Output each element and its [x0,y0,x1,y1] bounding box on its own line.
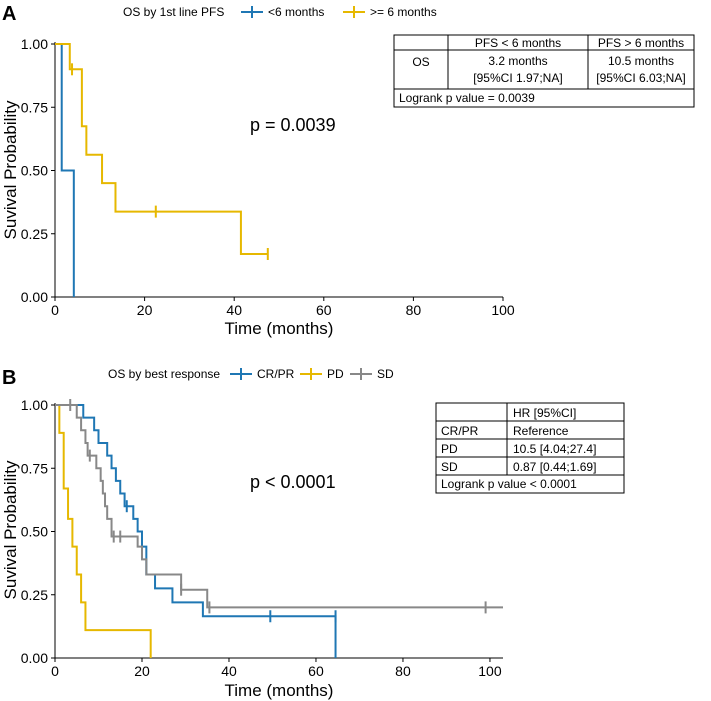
panel-a-x-tick-label: 20 [137,302,153,318]
panel-a: A OS by 1st line PFS <6 months >= 6 mont… [1,3,695,338]
panel-b-series-1-curve [55,404,337,658]
panel-a-y-tick-label: 1.00 [21,36,48,52]
panel-a-table-cell-1a: 3.2 months [488,54,547,68]
panel-b-table-border [435,402,625,494]
panel-b-table-row-3-value: 0.87 [0.44;1.69] [513,460,596,474]
panel-a-y-tick-label: 0.75 [21,99,48,115]
panel-b-y-tick-label: 0.75 [21,460,48,476]
panel-b-table: HR [95%CI] CR/PR Reference PD 10.5 [4.04… [435,402,625,494]
panel-a-x-tick-label: 80 [406,302,422,318]
panel-b-table-row-1-value: Reference [513,424,569,438]
panel-b-x-tick-label: 0 [51,663,59,679]
panel-b-x-tick-label: 80 [395,663,411,679]
panel-a-legend-label-1: <6 months [268,5,324,19]
panel-b-legend: OS by best response CR/PR PD SD [108,367,394,381]
panel-b-table-row-2-value: 10.5 [4.04;27.4] [513,442,596,456]
panel-a-table-header-1: PFS < 6 months [475,36,561,50]
panel-a-y-tick-label: 0.25 [21,226,48,242]
panel-a-table-cell-1b: [95%CI 1.97;NA] [473,71,562,85]
panel-a-table-cell-2a: 10.5 months [608,54,674,68]
panel-b-x-tick-label: 40 [221,663,237,679]
panel-b-legend-label-3: SD [377,367,394,381]
panel-b-legend-label-1: CR/PR [257,367,295,381]
panel-a-series [55,43,269,297]
panel-a-table-footer: Logrank p value = 0.0039 [399,91,535,105]
panel-b-axes: 0 20 40 60 80 100 0.00 0.25 0.50 0.75 1.00 [21,397,503,679]
panel-b-legend-label-2: PD [327,367,344,381]
panel-a-legend-title: OS by 1st line PFS [123,5,224,19]
panel-a-y-tick-label: 0.50 [21,163,48,179]
panel-a-table-row-label: OS [412,55,429,69]
panel-a-table: PFS < 6 months PFS > 6 months OS 3.2 mon… [393,34,695,108]
panel-b-table-header: HR [95%CI] [513,406,576,420]
panel-b-xlabel: Time (months) [225,681,334,700]
panel-a-letter: A [2,3,16,25]
panel-a-x-tick-label: 60 [316,302,332,318]
panel-a-series-2-curve [55,43,268,255]
panel-b-series-2-curve [55,404,152,658]
panel-a-x-tick-label: 0 [51,302,59,318]
panel-b-x-tick-label: 60 [308,663,324,679]
panel-b-pvalue: p < 0.0001 [250,472,336,492]
panel-b-x-tick-label: 100 [478,663,502,679]
panel-b-table-row-1-label: CR/PR [441,424,479,438]
panel-a-ylabel: Suvival Probability [1,100,20,239]
panel-a-x-tick-label: 40 [226,302,242,318]
panel-a-table-cell-2b: [95%CI 6.03;NA] [596,71,685,85]
panel-b-table-footer: Logrank p value < 0.0001 [441,477,577,491]
panel-a-legend-label-2: >= 6 months [370,5,437,19]
panel-a-table-border [393,34,695,108]
panel-a-pvalue: p = 0.0039 [250,115,336,135]
panel-b-table-row-2-label: PD [441,442,458,456]
panel-b-series-3-curve [55,404,503,609]
panel-b-ylabel: Suvival Probability [1,460,20,599]
panel-a-legend: OS by 1st line PFS <6 months >= 6 months [123,5,437,19]
panel-b-x-tick-label: 20 [134,663,150,679]
panel-b-y-tick-label: 0.50 [21,524,48,540]
panel-b: B OS by best response CR/PR PD SD 0 20 40 6… [1,367,625,700]
panel-a-xlabel: Time (months) [225,319,334,338]
panel-a-x-tick-label: 100 [491,302,515,318]
panel-b-legend-title: OS by best response [108,367,220,381]
panel-b-series [55,399,503,658]
panel-b-y-tick-label: 0.00 [21,650,48,666]
panel-b-y-tick-label: 0.25 [21,587,48,603]
panel-b-y-tick-label: 1.00 [21,397,48,413]
panel-b-table-row-3-label: SD [441,460,458,474]
panel-a-table-header-2: PFS > 6 months [598,36,684,50]
panel-b-letter: B [2,367,16,389]
panel-a-y-tick-label: 0.00 [21,289,48,305]
panel-a-axes: 0 20 40 60 80 100 0.00 0.25 0.50 0.75 1.00 [21,36,515,318]
panel-a-series-1-curve [55,43,75,297]
